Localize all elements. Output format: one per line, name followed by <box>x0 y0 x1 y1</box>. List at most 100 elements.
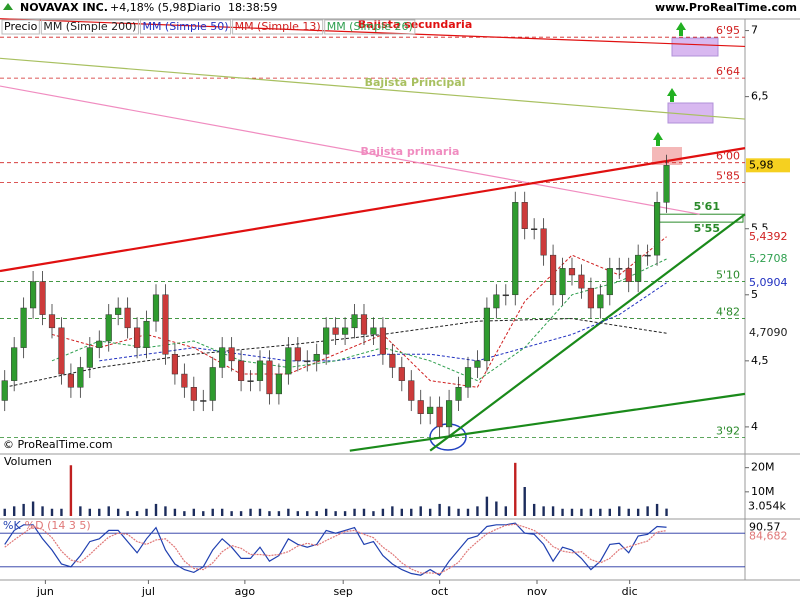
volume-bar <box>107 506 110 516</box>
candle-body <box>58 327 65 375</box>
change: +4,18% (5,98) <box>110 1 191 14</box>
candle-body <box>294 347 301 362</box>
volume-bar <box>476 506 479 516</box>
legend-box <box>1 19 40 35</box>
volume-bar <box>570 508 574 516</box>
trendline-label: Bajista primaria <box>361 145 460 158</box>
candle-body <box>455 387 462 401</box>
volume-bar <box>381 508 385 516</box>
candle-body <box>237 360 245 381</box>
candle-body <box>171 353 178 375</box>
candle-body <box>389 353 396 368</box>
candle-body <box>313 353 320 362</box>
volume-bar <box>69 465 73 516</box>
y-tick-label: 7 <box>751 24 758 37</box>
legend-box <box>40 19 139 35</box>
candle-body <box>351 314 358 329</box>
candle-body <box>77 367 84 388</box>
volume-bar <box>551 506 555 516</box>
volume-bar <box>599 508 602 516</box>
candle-body <box>653 202 661 256</box>
volume-bar <box>268 511 271 516</box>
candle-body <box>417 400 424 414</box>
x-tick-label: sep <box>333 585 352 598</box>
candle-body <box>398 367 405 381</box>
volume-bar <box>249 508 252 516</box>
y-tick-label: 5 <box>751 288 758 301</box>
price-box-label: 4,7090 <box>749 326 788 339</box>
price-box <box>746 275 790 290</box>
volume-bar <box>230 511 233 516</box>
legend-entry: MM (Simple 13) <box>235 20 321 33</box>
y-tick-label: 10M <box>751 485 775 498</box>
oscillator-last-label: 90,57 <box>749 520 781 533</box>
volume-bar <box>192 508 196 516</box>
candle-body <box>663 165 670 203</box>
volume-bar <box>116 508 120 516</box>
volume-bar <box>258 508 262 516</box>
volume-bar <box>362 508 366 516</box>
volume-bar <box>542 506 545 516</box>
arrow-up <box>667 88 677 102</box>
volume-bar <box>485 496 489 516</box>
price-box <box>746 521 790 534</box>
volume-bar <box>277 511 281 516</box>
y-tick-label: 4,5 <box>751 354 769 367</box>
volume-bar <box>636 508 640 516</box>
candle-body <box>219 347 226 368</box>
candle-body <box>436 406 443 428</box>
candle-body <box>266 360 273 395</box>
volume-bar <box>343 511 347 516</box>
volume-bar <box>98 508 101 516</box>
legend-entry: MM (Simple 26) <box>327 20 413 33</box>
candle-body <box>181 373 188 388</box>
trendline <box>0 85 700 215</box>
price-box-label: 5,4392 <box>749 230 788 243</box>
level-label: 5'55 <box>694 222 720 235</box>
candle-body <box>445 400 453 428</box>
volume-bar <box>334 511 337 516</box>
candle-body <box>540 228 547 256</box>
candle-body <box>625 268 632 282</box>
volume-bar <box>428 508 432 516</box>
volume-bar <box>419 506 422 516</box>
moving-average <box>4 318 667 388</box>
candle-body <box>549 254 557 296</box>
candle-body <box>256 360 264 381</box>
moving-average <box>51 236 667 388</box>
volume-bar <box>202 511 205 516</box>
candle-body <box>162 294 169 355</box>
volume-bar <box>183 511 186 516</box>
candle-body <box>30 281 37 309</box>
candle-body <box>105 314 112 342</box>
volume-bar <box>353 508 356 516</box>
trendline <box>429 213 746 452</box>
moving-average <box>51 258 667 382</box>
candle-body <box>521 202 528 229</box>
candle-body <box>512 202 519 296</box>
candle-body <box>464 367 472 388</box>
volume-bar <box>400 508 404 516</box>
oscillator-last-label: 84,682 <box>749 530 788 543</box>
trendline <box>349 392 746 452</box>
trendline <box>0 57 746 120</box>
candle-body <box>1 380 8 401</box>
volume-bar <box>457 508 460 516</box>
volume-bar <box>532 503 536 516</box>
oscillator-line <box>4 522 667 577</box>
candle-body <box>379 327 386 355</box>
price-box <box>746 158 790 173</box>
volume-bar <box>31 501 35 516</box>
candle-body <box>96 340 103 348</box>
price-box <box>746 252 790 267</box>
volume-bar <box>324 508 328 516</box>
x-tick-label: jun <box>36 585 54 598</box>
volume-bar <box>580 508 583 516</box>
candle-body <box>408 380 415 401</box>
symbol: NOVAVAX INC. <box>20 1 108 14</box>
candle-body <box>341 327 349 335</box>
volume-bar <box>3 508 6 516</box>
volume-bar <box>306 511 309 516</box>
target-box <box>657 213 744 223</box>
